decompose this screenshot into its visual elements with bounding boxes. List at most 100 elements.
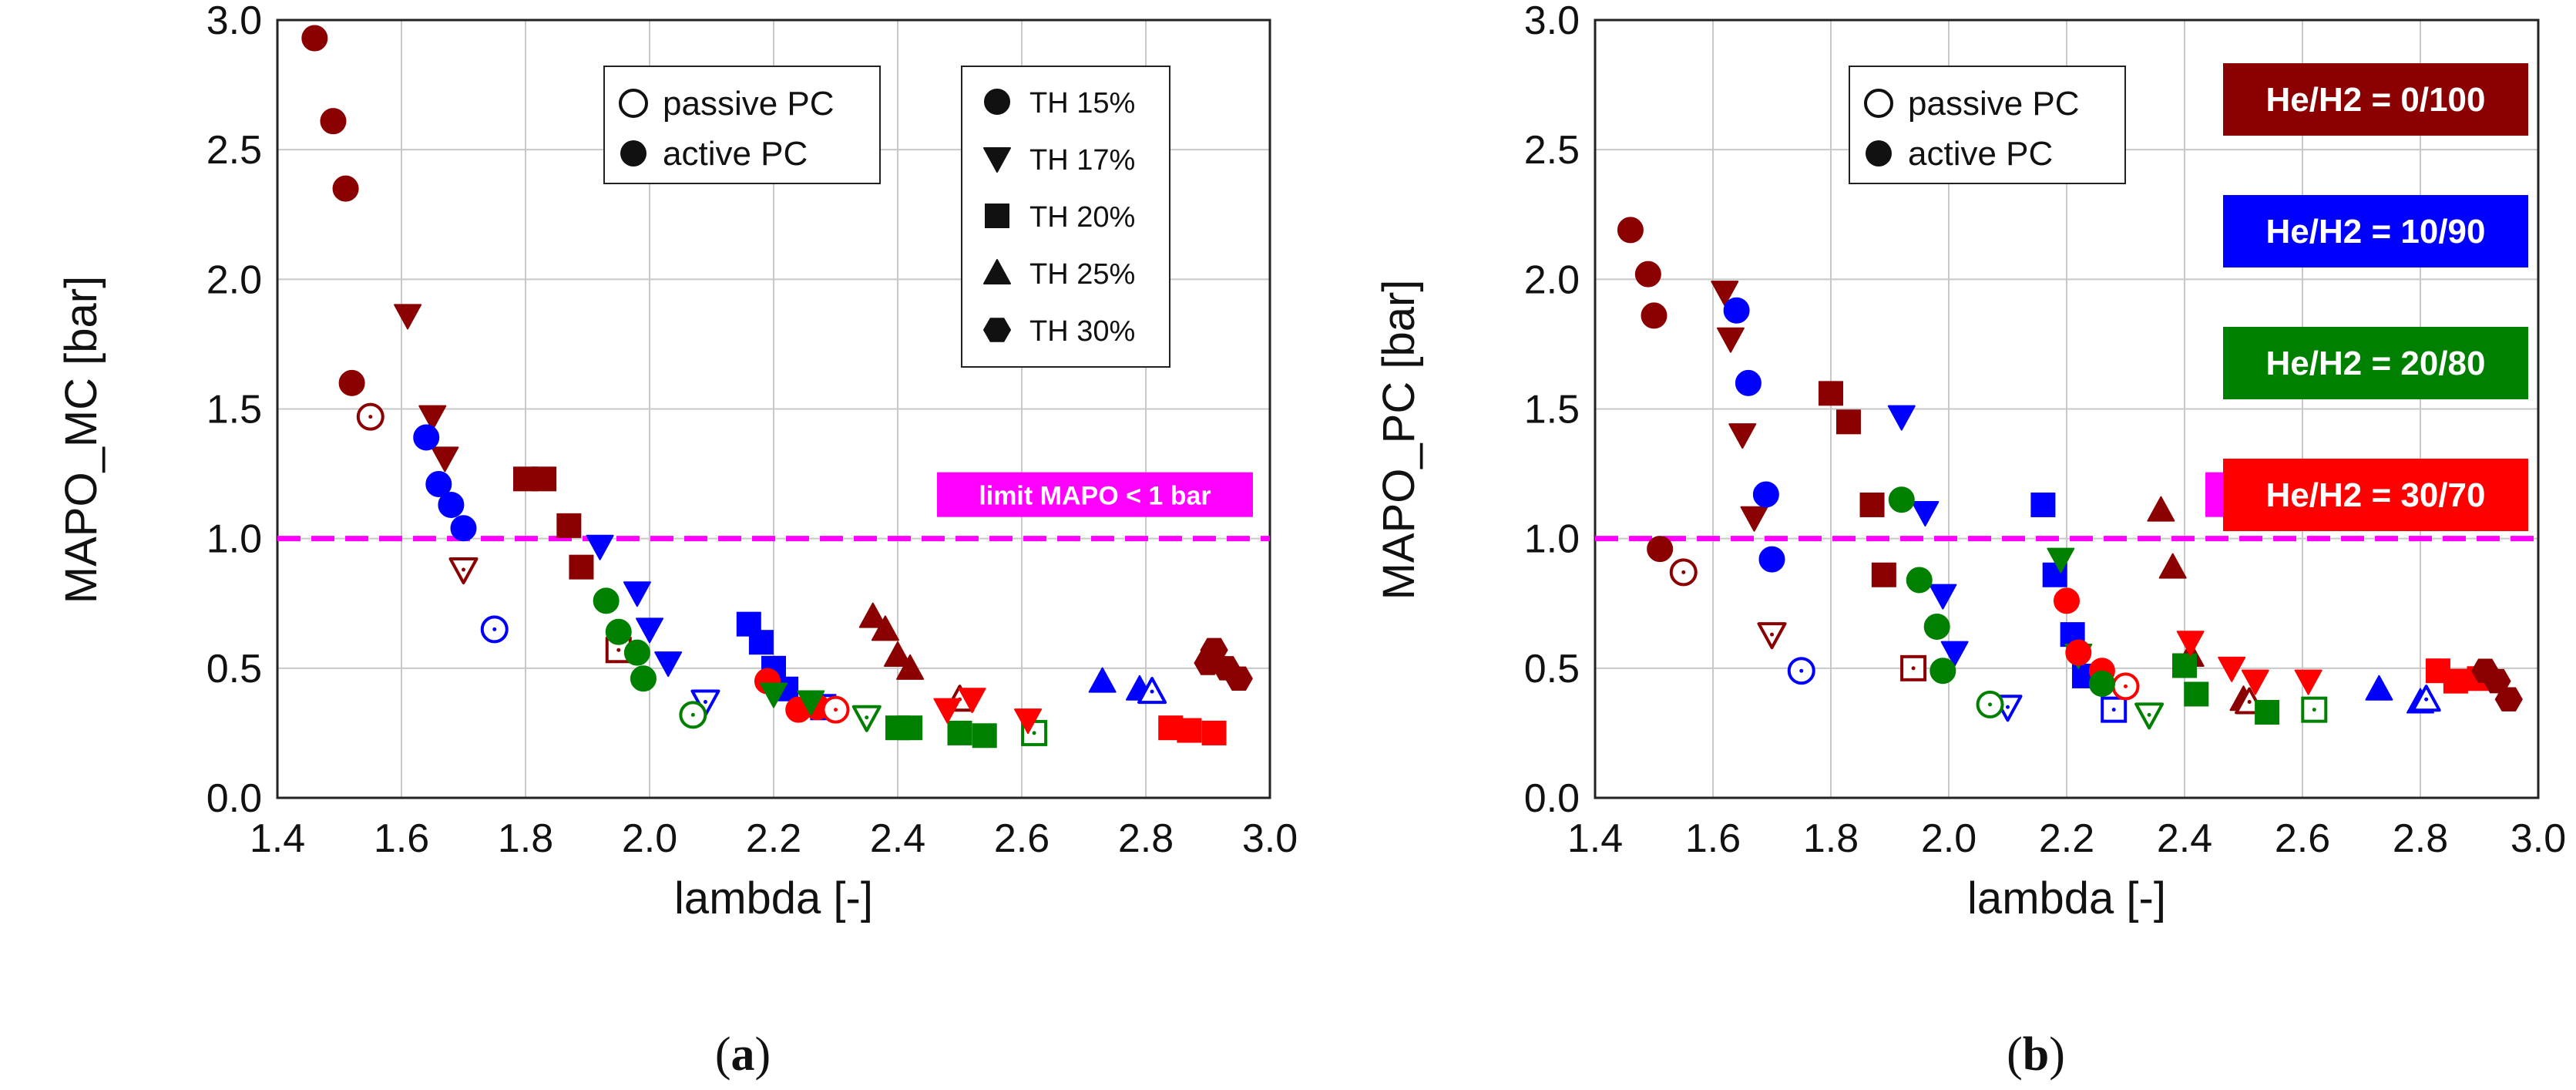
data-point	[2047, 547, 2075, 574]
tri_down-legend-icon	[983, 147, 1011, 173]
data-point	[2054, 587, 2080, 614]
x-tick-label: 1.8	[498, 816, 553, 861]
data-point	[301, 25, 328, 52]
data-point	[2065, 639, 2092, 666]
data-point	[450, 515, 477, 542]
fuel-badge	[2223, 327, 2528, 399]
data-point	[2147, 496, 2175, 522]
y-tick-label: 3.0	[207, 0, 262, 43]
x-tick-label: 2.2	[746, 816, 801, 861]
y-tick-label: 2.5	[207, 128, 262, 173]
data-point	[586, 534, 614, 560]
x-tick-label: 2.8	[1118, 816, 1174, 861]
data-point	[2158, 553, 2187, 579]
hexagon-legend-icon	[982, 318, 1012, 342]
data-point	[1617, 217, 1644, 244]
data-point	[1752, 481, 1779, 508]
x-axis-label: lambda [-]	[1967, 873, 2166, 923]
data-point	[1740, 506, 1768, 532]
data-point-dot	[368, 415, 373, 419]
fuel-badge	[2223, 459, 2528, 531]
plot-frame	[276, 19, 1271, 799]
x-tick-label: 2.6	[994, 816, 1050, 861]
data-point	[413, 424, 440, 451]
y-tick-label: 1.0	[207, 517, 262, 562]
data-point	[1735, 369, 1762, 396]
legend-pc-box	[603, 66, 881, 184]
data-point	[748, 630, 774, 655]
data-point	[2030, 492, 2056, 517]
legend-th-label: TH 15%	[1029, 87, 1135, 119]
data-point	[898, 715, 923, 741]
panel-label: (b)	[2007, 1028, 2065, 1081]
data-point	[1224, 666, 1253, 691]
x-tick-label: 2.8	[2393, 816, 2448, 861]
y-tick-label: 0.5	[207, 647, 262, 691]
legend-th-label: TH 30%	[1029, 315, 1135, 348]
panel-label-part: a	[731, 1028, 755, 1081]
circle-legend-icon	[984, 89, 1010, 115]
data-points	[1617, 217, 2523, 730]
legend-th-label: TH 20%	[1029, 201, 1135, 234]
data-point	[605, 618, 632, 645]
data-point	[425, 471, 452, 498]
data-point	[1711, 281, 1739, 307]
data-point	[1888, 486, 1915, 513]
data-points	[301, 25, 1253, 749]
data-point	[320, 108, 347, 135]
data-point	[1088, 667, 1117, 693]
x-tick-label: 2.6	[2275, 816, 2330, 861]
limit-label-box	[937, 472, 1253, 517]
data-point	[1716, 327, 1745, 353]
x-tick-label: 1.6	[1685, 816, 1741, 861]
data-point	[1819, 381, 1843, 406]
data-point	[2365, 675, 2393, 701]
data-point-dot	[492, 627, 497, 631]
data-point	[2088, 671, 2115, 698]
data-point-dot	[2424, 697, 2429, 701]
x-axis-label: lambda [-]	[674, 873, 873, 923]
legend-pc-box	[1849, 66, 2126, 184]
data-point	[858, 602, 887, 628]
data-point-dot	[703, 700, 707, 705]
y-tick-label: 2.5	[1524, 128, 1580, 173]
data-point-dot	[1799, 668, 1804, 673]
legend-active-label: active PC	[663, 135, 808, 173]
data-point	[332, 175, 359, 202]
data-point	[933, 698, 962, 724]
data-point	[1201, 720, 1227, 745]
data-point	[797, 690, 825, 716]
data-point	[884, 641, 912, 668]
y-tick-label: 1.0	[1524, 517, 1580, 562]
active-marker-icon	[1866, 140, 1892, 167]
y-tick-label: 1.5	[207, 388, 262, 432]
x-tick-label: 2.2	[2039, 816, 2094, 861]
data-point-dot	[2247, 700, 2252, 705]
data-point-dot	[616, 648, 621, 652]
y-tick-label: 1.5	[1524, 388, 1580, 432]
data-point	[1177, 718, 1202, 743]
data-point	[1923, 614, 1950, 641]
data-point	[1900, 654, 1927, 681]
data-point-dot	[2006, 705, 2010, 709]
data-point-dot	[2147, 712, 2151, 717]
data-point-dot	[1770, 632, 1774, 637]
y-tick-label: 2.0	[207, 257, 262, 302]
panel-label-part: )	[2049, 1028, 2065, 1081]
data-point	[760, 682, 788, 708]
data-point-dot	[1681, 570, 1686, 574]
y-tick-label: 3.0	[1524, 0, 1580, 43]
panel-b: 1.4 1.6 1.8 2.0 2.2 2.4 2.6 2.8 3.0 0.0 0.5 1.0 1.5 2…	[1374, 0, 2566, 1081]
y-tick-label: 0.0	[207, 776, 262, 821]
data-point-dot	[690, 712, 695, 717]
data-point	[972, 723, 997, 749]
data-point	[2241, 669, 2269, 695]
y-axis-label: MAPO_PC [bar]	[1374, 280, 1424, 601]
data-point-dot	[2312, 708, 2316, 712]
x-tick-label: 3.0	[1242, 816, 1298, 861]
fuel-badge-label: He/H2 = 30/70	[2266, 476, 2486, 514]
panel-a: 1.4 1.6 1.8 2.0 2.2 2.4 2.6 2.8 3.0 0.0 0.5 1.0 1.5 2…	[56, 0, 1298, 1081]
x-tick-label: 1.6	[374, 816, 429, 861]
data-point	[2255, 700, 2280, 725]
panel-label-part: (	[715, 1028, 731, 1081]
